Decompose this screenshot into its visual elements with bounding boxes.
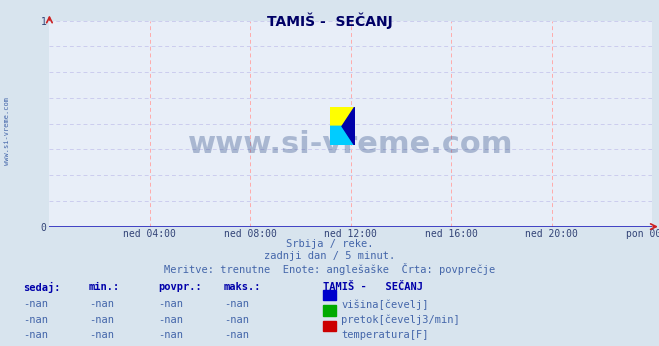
Text: -nan: -nan	[224, 330, 249, 340]
Text: -nan: -nan	[158, 315, 183, 325]
Text: Srbija / reke.: Srbija / reke.	[286, 239, 373, 249]
Text: www.si-vreme.com: www.si-vreme.com	[3, 98, 10, 165]
Text: TAMIŠ -  SEČANJ: TAMIŠ - SEČANJ	[267, 12, 392, 29]
Text: -nan: -nan	[89, 315, 114, 325]
Polygon shape	[342, 107, 355, 145]
Text: -nan: -nan	[23, 315, 48, 325]
Text: pretok[čevelj3/min]: pretok[čevelj3/min]	[341, 315, 460, 325]
Text: temperatura[F]: temperatura[F]	[341, 330, 429, 340]
Text: min.:: min.:	[89, 282, 120, 292]
Text: maks.:: maks.:	[224, 282, 262, 292]
Text: sedaj:: sedaj:	[23, 282, 61, 293]
Text: -nan: -nan	[23, 299, 48, 309]
Text: povpr.:: povpr.:	[158, 282, 202, 292]
Text: višina[čevelj]: višina[čevelj]	[341, 299, 429, 310]
Text: Meritve: trenutne  Enote: anglešaške  Črta: povprečje: Meritve: trenutne Enote: anglešaške Črta…	[164, 263, 495, 275]
Text: -nan: -nan	[158, 330, 183, 340]
Text: -nan: -nan	[23, 330, 48, 340]
Polygon shape	[330, 107, 355, 126]
Text: -nan: -nan	[224, 315, 249, 325]
Text: -nan: -nan	[224, 299, 249, 309]
Polygon shape	[330, 126, 355, 145]
Text: -nan: -nan	[158, 299, 183, 309]
Text: TAMIŠ -   SEČANJ: TAMIŠ - SEČANJ	[323, 282, 423, 292]
Text: -nan: -nan	[89, 330, 114, 340]
Text: www.si-vreme.com: www.si-vreme.com	[188, 130, 513, 159]
Text: zadnji dan / 5 minut.: zadnji dan / 5 minut.	[264, 251, 395, 261]
Text: -nan: -nan	[89, 299, 114, 309]
